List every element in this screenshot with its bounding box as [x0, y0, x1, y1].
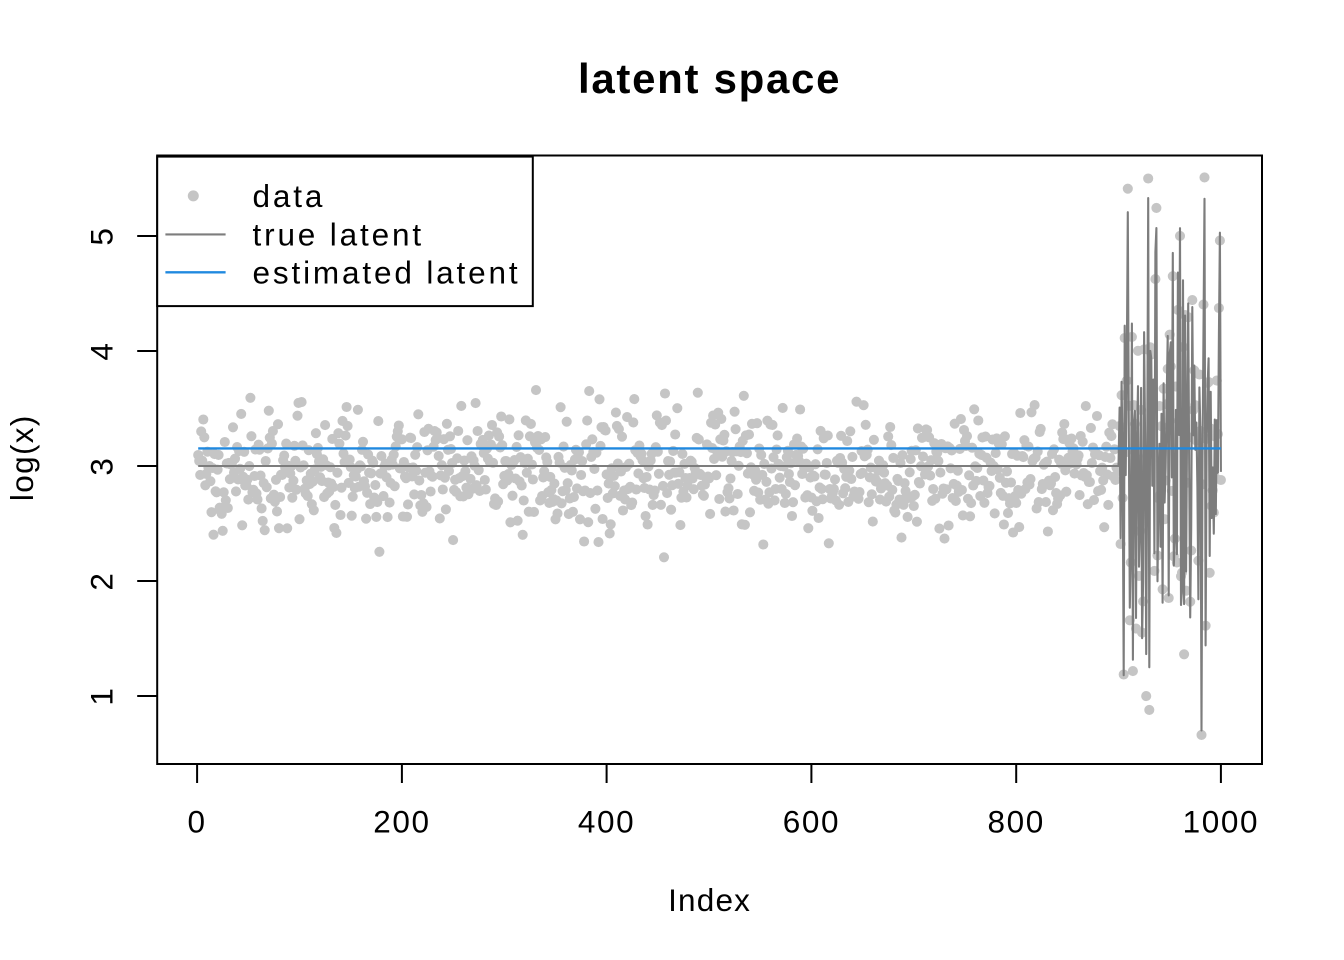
svg-text:data: data [253, 178, 326, 214]
svg-text:log(x): log(x) [4, 414, 40, 501]
svg-text:5: 5 [84, 226, 120, 245]
svg-text:4: 4 [84, 341, 120, 360]
svg-text:0: 0 [188, 804, 207, 840]
svg-text:200: 200 [373, 804, 430, 840]
svg-text:1000: 1000 [1183, 804, 1259, 840]
svg-text:800: 800 [988, 804, 1045, 840]
svg-text:2: 2 [84, 571, 120, 590]
svg-text:latent space: latent space [578, 55, 841, 102]
svg-text:600: 600 [783, 804, 840, 840]
svg-text:Index: Index [668, 882, 751, 918]
svg-text:3: 3 [84, 456, 120, 475]
svg-text:estimated latent: estimated latent [253, 255, 521, 291]
svg-text:true latent: true latent [253, 217, 424, 253]
svg-text:400: 400 [578, 804, 635, 840]
svg-text:1: 1 [84, 686, 120, 705]
